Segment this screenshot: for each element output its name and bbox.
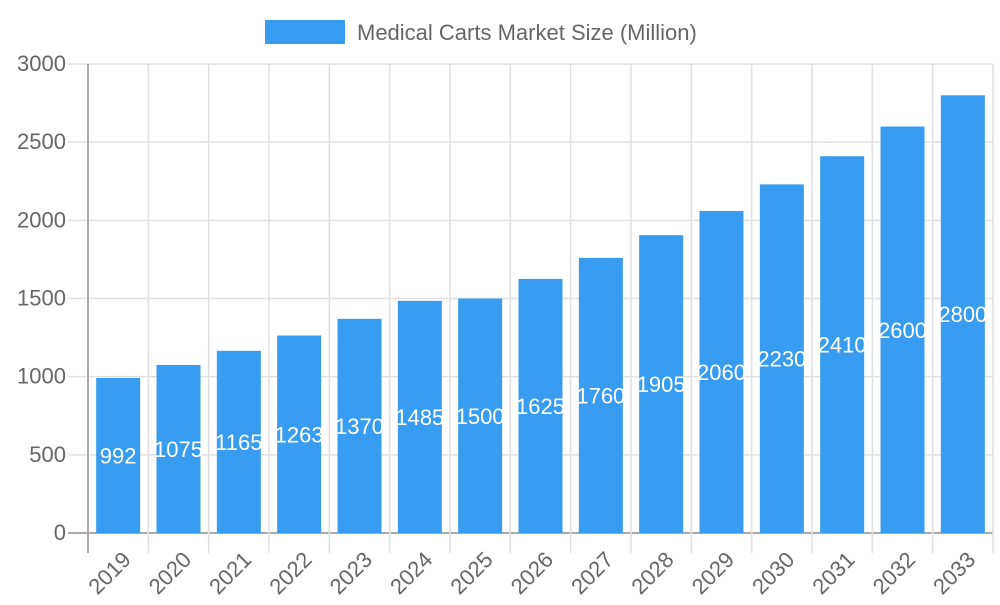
data-label-2023: 1370 (335, 414, 384, 439)
data-label-2027: 1760 (576, 383, 625, 408)
x-tick-label: 2019 (83, 547, 135, 599)
bar-2023 (337, 318, 382, 533)
bar-2033 (940, 95, 985, 534)
data-label-2033: 2800 (938, 302, 987, 327)
data-label-2022: 1263 (275, 422, 324, 447)
bar-2024 (397, 300, 442, 533)
data-label-2030: 2230 (757, 347, 806, 372)
bar-2025 (458, 298, 503, 533)
bar-2032 (880, 126, 925, 534)
data-label-2024: 1485 (395, 405, 444, 430)
bar-2026 (518, 278, 563, 533)
data-label-2025: 1500 (456, 404, 505, 429)
y-tick-label: 1000 (17, 364, 66, 389)
data-labels: 992 1075 1165 1263 1370 1485 1500 1625 1760 1905 2… (100, 302, 988, 468)
x-tick-label: 2021 (204, 547, 256, 599)
bar-2029 (699, 210, 744, 533)
x-tick-label: 2025 (445, 547, 497, 599)
legend-label: Medical Carts Market Size (Million) (357, 20, 697, 45)
data-label-2026: 1625 (516, 394, 565, 419)
x-tick-label: 2032 (868, 547, 920, 599)
y-tick-label: 1500 (17, 286, 66, 311)
bar-2021 (216, 350, 261, 533)
y-tick-label: 2500 (17, 129, 66, 154)
x-tick-label: 2020 (144, 547, 196, 599)
x-tick-label: 2022 (264, 547, 316, 599)
x-tick-label: 2029 (687, 547, 739, 599)
bar-2031 (820, 156, 865, 533)
x-tick-label: 2033 (928, 547, 980, 599)
y-tick-label: 3000 (17, 51, 66, 76)
data-label-2019: 992 (100, 443, 137, 468)
y-tick-label: 500 (29, 442, 66, 467)
bar-2022 (277, 335, 322, 533)
legend-swatch (265, 20, 345, 44)
x-tick-label: 2031 (807, 547, 859, 599)
bar-2028 (639, 235, 684, 533)
bar-2019 (96, 377, 141, 533)
data-label-2028: 1905 (637, 372, 686, 397)
legend[interactable]: Medical Carts Market Size (Million) (265, 20, 697, 45)
data-label-2031: 2410 (818, 333, 867, 358)
y-tick-label: 0 (54, 520, 66, 545)
data-label-2029: 2060 (697, 360, 746, 385)
bars (96, 95, 985, 534)
x-tick-label: 2030 (747, 547, 799, 599)
bar-2020 (156, 364, 201, 533)
data-label-2021: 1165 (215, 430, 262, 455)
bar-2027 (578, 257, 623, 533)
x-tick-label: 2027 (566, 547, 618, 599)
data-label-2032: 2600 (878, 318, 927, 343)
gridlines (68, 63, 994, 553)
x-tick-label: 2023 (325, 547, 377, 599)
x-tick-label: 2024 (385, 547, 437, 599)
x-tick-label: 2028 (626, 547, 678, 599)
data-label-2020: 1075 (154, 437, 203, 462)
x-tick-label: 2026 (506, 547, 558, 599)
y-tick-label: 2000 (17, 207, 66, 232)
bar-2030 (759, 184, 804, 534)
